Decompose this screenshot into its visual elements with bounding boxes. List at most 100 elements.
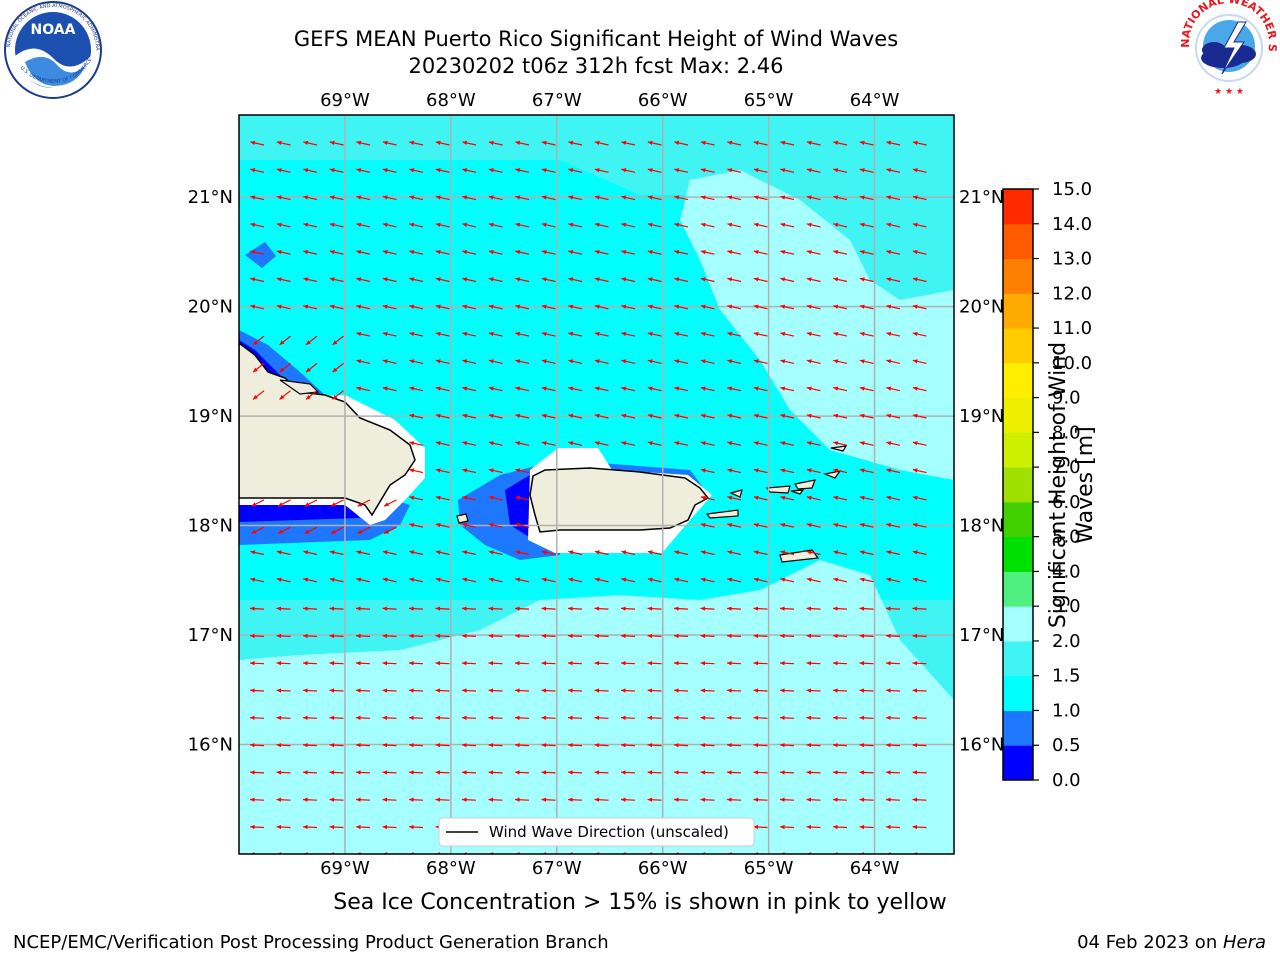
wave-vector-head bbox=[435, 633, 441, 639]
wave-vector-head bbox=[912, 222, 918, 227]
wave-vector-head bbox=[621, 222, 627, 227]
wave-vector-head bbox=[488, 661, 494, 666]
wave-vector-head bbox=[859, 168, 865, 173]
wave-vector-head bbox=[886, 824, 891, 830]
wave-vector-head bbox=[859, 797, 865, 802]
wave-vector-head bbox=[515, 222, 521, 227]
wave-vector-head bbox=[647, 688, 653, 693]
wave-vector-head bbox=[568, 222, 574, 227]
wave-vector-head bbox=[780, 250, 786, 255]
wave-vector-head bbox=[621, 715, 626, 720]
wave-vector-head bbox=[700, 250, 706, 255]
wave-vector-head bbox=[250, 688, 255, 693]
wave-vector-head bbox=[621, 195, 627, 200]
wave-vector-head bbox=[833, 250, 839, 255]
wave-vector-head bbox=[806, 633, 812, 639]
wave-vector-head bbox=[488, 688, 494, 693]
wave-vector-head bbox=[886, 688, 891, 693]
wave-vector-head bbox=[462, 222, 468, 227]
wave-vector-head bbox=[806, 824, 812, 830]
wave-vector-head bbox=[753, 441, 759, 446]
wave-vector-head bbox=[279, 394, 285, 400]
wave-vector-head bbox=[278, 502, 284, 507]
wave-vector-head bbox=[700, 661, 706, 666]
wave-vector-head bbox=[700, 222, 706, 227]
wave-vector-head bbox=[753, 577, 759, 582]
wave-vector-head bbox=[409, 495, 415, 500]
wave-vector-head bbox=[833, 742, 838, 748]
wave-vector-head bbox=[488, 770, 494, 775]
land-virgin-gorda bbox=[822, 470, 842, 479]
wave-vector-head bbox=[674, 359, 680, 364]
wave-vector-head bbox=[356, 742, 361, 748]
wave-vector-head bbox=[382, 577, 388, 582]
wave-vector-head bbox=[382, 797, 388, 802]
wave-vector-head bbox=[250, 222, 256, 227]
wave-field-2-3-south bbox=[239, 560, 954, 854]
wave-vector-head bbox=[912, 606, 918, 611]
wave-vector-head bbox=[329, 550, 335, 555]
lon-label-top: 65°W bbox=[744, 90, 794, 111]
wave-vector-head bbox=[382, 661, 388, 666]
wave-vector-head bbox=[621, 250, 627, 255]
wave-vector-head bbox=[753, 606, 759, 611]
wave-vector-head bbox=[253, 367, 258, 373]
colorbar-segment bbox=[1003, 501, 1033, 538]
wave-vector-head bbox=[303, 250, 309, 255]
wave-vector-head bbox=[859, 277, 865, 282]
wave-vector-head bbox=[727, 495, 733, 500]
noaa-logo: NOAA NATIONAL OCEANIC AND ATMOSPHERIC AD… bbox=[0, 0, 102, 99]
wave-vector-head bbox=[329, 277, 335, 282]
wave-vector-head bbox=[276, 222, 282, 227]
wave-vector-head bbox=[912, 715, 918, 720]
chart-title-line1: GEFS MEAN Puerto Rico Significant Height… bbox=[293, 27, 899, 51]
wave-vector-head bbox=[833, 195, 839, 200]
wave-vector-head bbox=[753, 523, 759, 528]
wave-vector-head bbox=[515, 441, 521, 446]
wave-vector-head bbox=[833, 797, 838, 802]
wave-vector-head bbox=[806, 168, 812, 173]
wave-vector-head bbox=[329, 688, 335, 693]
wave-vector-head bbox=[780, 413, 786, 419]
wave-vector-head bbox=[384, 502, 390, 507]
wave-vector-head bbox=[621, 661, 626, 666]
wave-vector-head bbox=[303, 577, 309, 582]
wave-vector-head bbox=[806, 359, 812, 364]
wave-patch-north bbox=[245, 242, 276, 268]
wave-vector-head bbox=[304, 529, 310, 534]
wave-vector-head bbox=[833, 606, 838, 611]
wave-vector-head bbox=[594, 359, 600, 364]
wave-vector-head bbox=[780, 715, 785, 720]
wave-vector-head bbox=[331, 529, 337, 534]
wave-vector-head bbox=[541, 413, 547, 419]
wave-vector-head bbox=[753, 331, 759, 337]
lon-label-top: 69°W bbox=[320, 90, 370, 111]
wave-vector-head bbox=[435, 359, 441, 364]
wave-vector-head bbox=[541, 250, 547, 255]
colorbar-segment bbox=[1003, 745, 1033, 781]
svg-text:★ ★ ★: ★ ★ ★ bbox=[1214, 87, 1244, 97]
wave-vector-head bbox=[329, 577, 335, 582]
wave-vector-head bbox=[886, 715, 891, 720]
wave-vector-head bbox=[250, 250, 256, 255]
wave-vector-head bbox=[859, 195, 865, 200]
wave-vector-head bbox=[568, 550, 574, 555]
wave-vector-head bbox=[515, 770, 520, 775]
colorbar-tick-label: 6.0 bbox=[1052, 492, 1081, 513]
wave-vector-head bbox=[356, 797, 361, 802]
wave-vector-head bbox=[647, 195, 653, 200]
wave-vector-head bbox=[886, 606, 891, 611]
lon-label-top: 68°W bbox=[426, 90, 476, 111]
wave-vector-head bbox=[409, 468, 415, 473]
wave-vector-head bbox=[647, 742, 653, 748]
wave-vector-head bbox=[303, 633, 308, 639]
wave-vector-head bbox=[594, 413, 600, 419]
wave-vector-head bbox=[488, 468, 494, 473]
wave-vector-head bbox=[886, 468, 892, 473]
wave-vector-head bbox=[700, 633, 706, 639]
wave-vector-head bbox=[356, 222, 362, 227]
wave-vector-head bbox=[382, 222, 388, 227]
wave-vector-head bbox=[621, 577, 627, 582]
wave-vector-head bbox=[250, 824, 255, 830]
wave-vector-head bbox=[700, 742, 706, 748]
